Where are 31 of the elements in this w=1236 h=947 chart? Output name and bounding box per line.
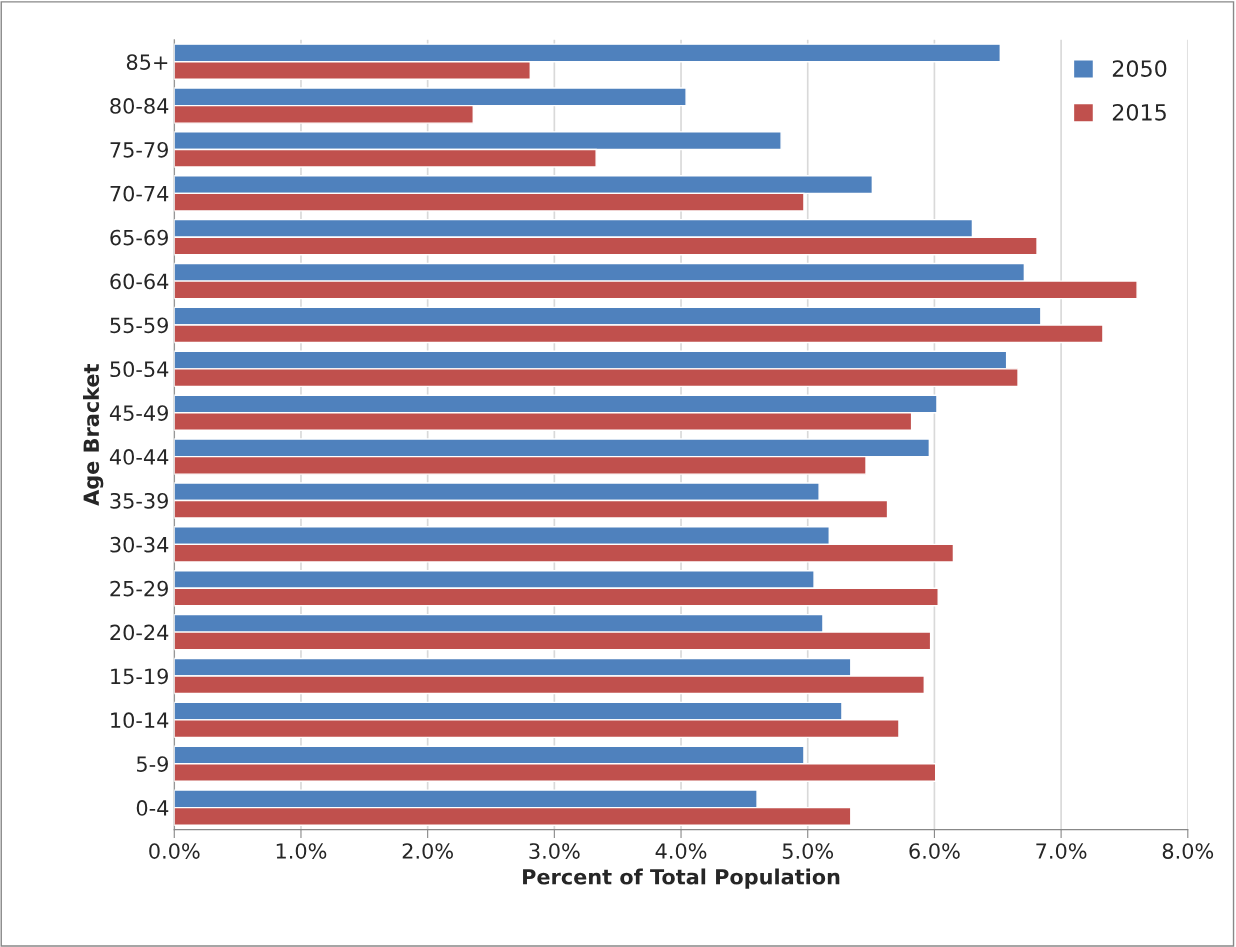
y-tick-label: 65-69: [110, 229, 168, 246]
y-tick-label: 75-79: [110, 141, 168, 158]
y-tick-label: 10-14: [111, 712, 169, 729]
x-tick-label: 8.0%: [1162, 843, 1214, 859]
x-tick-label: 1.0%: [276, 843, 327, 859]
y-tick-label: 30-34: [110, 536, 169, 553]
y-tick-label: 20-24: [110, 624, 169, 641]
legend-label: 2050: [1112, 60, 1167, 77]
y-tick-label: 25-29: [110, 580, 168, 597]
y-tick-label: 5-9: [137, 756, 168, 772]
y-tick-label: 0-4: [136, 800, 169, 816]
y-tick-label: 50-54: [110, 361, 169, 378]
x-tick-label: 7.0%: [1036, 843, 1087, 859]
x-axis-title: Percent of Total Population: [523, 868, 840, 889]
x-tick-label: 4.0%: [655, 843, 707, 859]
y-tick-label: 15-19: [111, 668, 168, 685]
y-tick-label: 60-64: [110, 273, 169, 290]
y-tick-label: 40-44: [109, 449, 169, 465]
legend-label: 2015: [1112, 103, 1166, 121]
x-tick-label: 2.0%: [402, 843, 453, 859]
y-tick-label: 55-59: [110, 317, 168, 334]
y-axis-title: Age Bracket: [83, 363, 104, 506]
y-tick-label: 80-84: [110, 98, 169, 114]
x-tick-label: 6.0%: [909, 843, 960, 859]
y-tick-label: 35-39: [110, 492, 168, 509]
y-tick-label: 70-74: [110, 185, 169, 202]
y-tick-label: 45-49: [109, 405, 168, 421]
y-tick-label: 85+: [126, 54, 168, 70]
x-tick-label: 3.0%: [529, 843, 580, 859]
x-tick-label: 5.0%: [782, 843, 834, 859]
x-tick-label: 0.0%: [149, 843, 200, 859]
